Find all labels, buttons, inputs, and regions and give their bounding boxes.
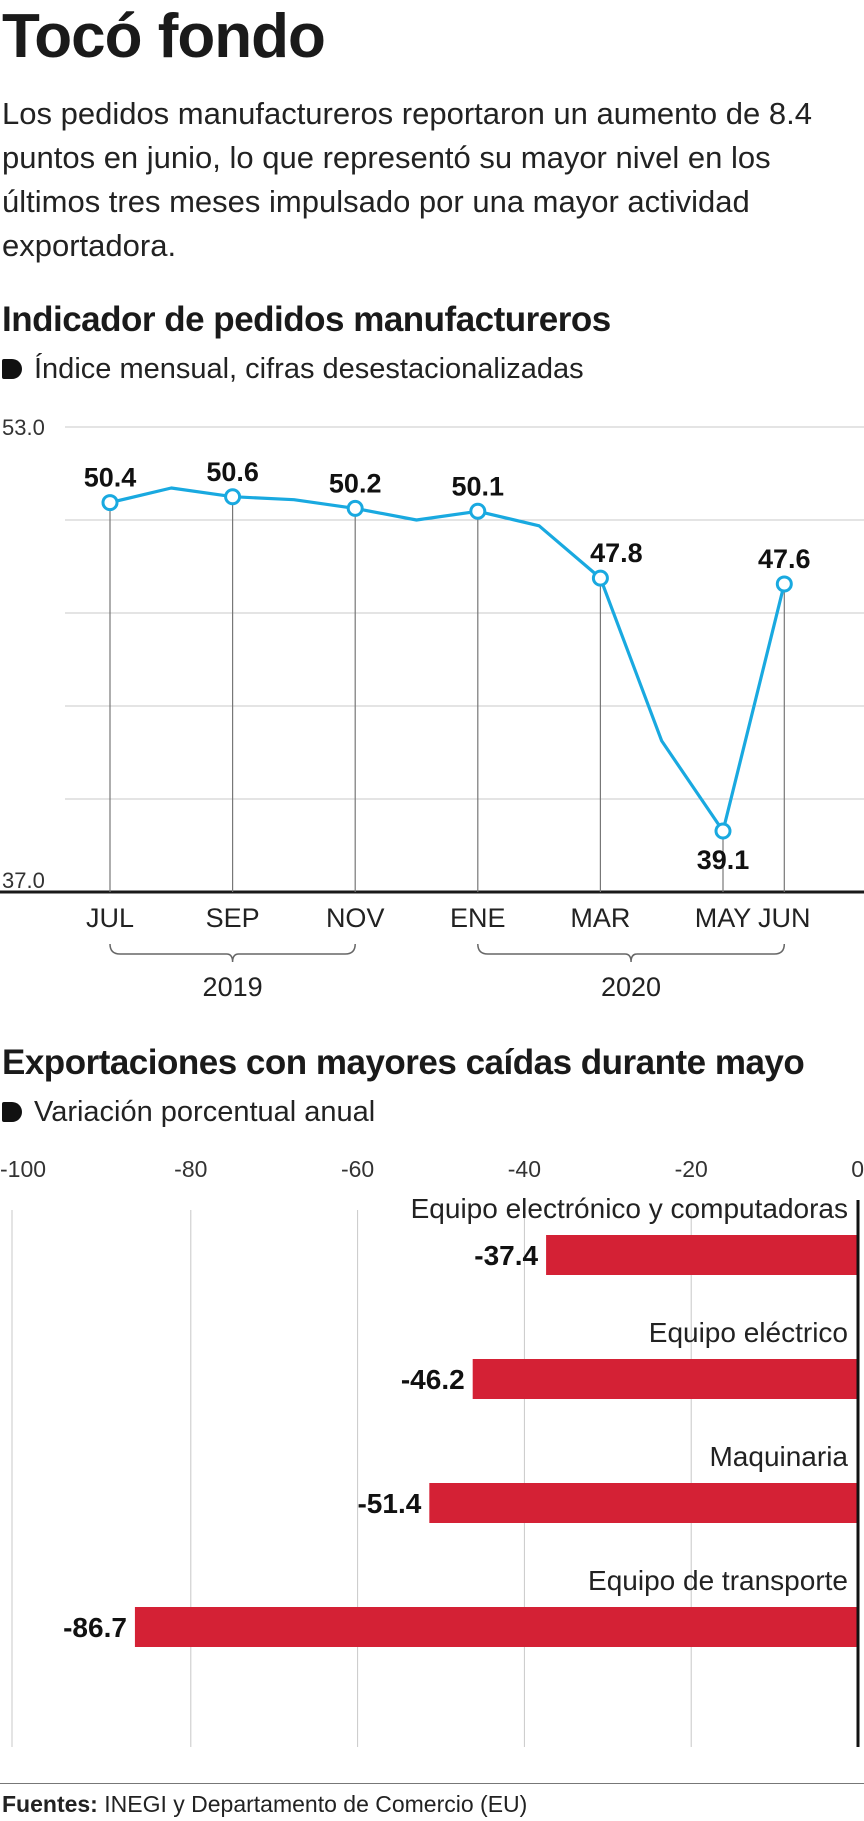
year-bracket — [109, 943, 356, 963]
data-label: 47.6 — [758, 544, 811, 574]
data-point — [469, 502, 487, 520]
data-point — [775, 575, 793, 593]
x-tick-label: SEP — [206, 903, 260, 933]
data-point — [591, 569, 609, 587]
data-label: 50.6 — [206, 457, 259, 487]
source-text: INEGI y Departamento de Comercio (EU) — [104, 1791, 528, 1817]
x-tick-label: -40 — [508, 1156, 541, 1182]
data-point — [714, 822, 732, 840]
x-tick-label: -100 — [0, 1156, 46, 1182]
bar-chart-title: Exportaciones con mayores caídas durante… — [2, 1043, 805, 1082]
category-label: Maquinaria — [709, 1441, 848, 1472]
bar — [546, 1235, 858, 1275]
bullet-icon — [2, 359, 22, 379]
x-tick-label: ENE — [450, 903, 506, 933]
data-label: 47.8 — [590, 538, 643, 568]
data-point — [346, 499, 364, 517]
x-tick-label: -80 — [174, 1156, 207, 1182]
headline: Tocó fondo — [2, 2, 326, 71]
x-tick-label: MAY — [695, 903, 752, 933]
series-line — [109, 486, 786, 833]
bar — [429, 1483, 858, 1523]
data-label: 50.4 — [84, 463, 137, 493]
value-label: -51.4 — [357, 1488, 421, 1519]
data-label: 50.1 — [452, 471, 505, 501]
x-tick-label: JUN — [758, 903, 811, 933]
x-tick-label: -60 — [341, 1156, 374, 1182]
data-label: 50.2 — [329, 468, 382, 498]
value-label: -46.2 — [401, 1364, 465, 1395]
value-label: -86.7 — [63, 1612, 127, 1643]
source-note: Fuentes: INEGI y Departamento de Comerci… — [2, 1790, 527, 1818]
category-label: Equipo eléctrico — [649, 1317, 848, 1348]
line-chart-title: Indicador de pedidos manufactureros — [2, 300, 611, 339]
x-tick-label: -20 — [675, 1156, 708, 1182]
source-divider — [0, 1783, 864, 1784]
bullet-icon — [2, 1102, 22, 1122]
line-chart-subtitle: Índice mensual, cifras desestacionalizad… — [2, 352, 584, 386]
line-chart-subtitle-text: Índice mensual, cifras desestacionalizad… — [34, 353, 584, 385]
category-label: Equipo electrónico y computadoras — [411, 1193, 848, 1224]
line-chart: 53.0 37.0 50.4 50.6 50.2 50.1 47.8 39.1 47.6 JUL S… — [0, 415, 864, 1002]
x-tick-label: MAR — [570, 903, 630, 933]
data-point — [101, 494, 119, 512]
source-label: Fuentes: — [2, 1791, 98, 1817]
value-label: -37.4 — [474, 1240, 538, 1271]
year-label: 2019 — [203, 972, 263, 1002]
x-tick-label: NOV — [326, 903, 385, 933]
x-tick-label: 0 — [851, 1156, 864, 1182]
x-tick-label: JUL — [86, 903, 134, 933]
bar — [472, 1359, 858, 1399]
y-tick-label: 37.0 — [2, 868, 45, 893]
y-tick-label: 53.0 — [2, 415, 45, 440]
category-label: Equipo de transporte — [588, 1565, 848, 1596]
year-label: 2020 — [601, 972, 661, 1002]
bar-chart-subtitle: Variación porcentual anual — [2, 1095, 375, 1129]
data-point — [224, 488, 242, 506]
year-bracket — [477, 943, 786, 963]
bar — [134, 1607, 858, 1647]
bar-chart-subtitle-text: Variación porcentual anual — [34, 1096, 376, 1128]
data-label: 39.1 — [697, 845, 750, 875]
dek: Los pedidos manufactureros reportaron un… — [2, 96, 812, 263]
